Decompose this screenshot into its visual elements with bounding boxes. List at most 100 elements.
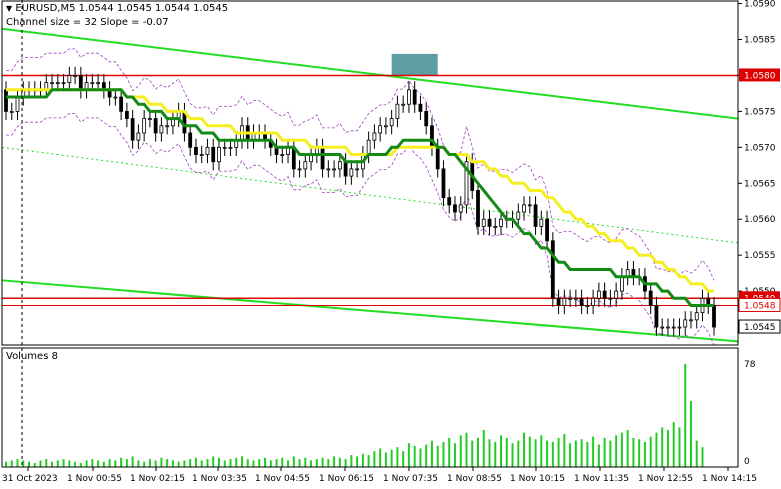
candle [73,66,77,85]
candle [499,210,503,236]
candle-body [228,146,233,149]
candle [568,289,572,307]
candle-body [303,161,308,170]
candle [153,109,158,142]
candle [660,318,665,336]
candle-body [280,154,285,156]
candle-body [395,103,400,119]
candle-body [337,161,342,170]
candle-body [476,190,480,227]
candle [326,160,331,178]
candle [303,153,308,178]
candle [349,160,354,185]
candle [211,138,216,171]
candle [205,138,210,164]
price-tick-label: 1.0570 [744,143,776,153]
candle [395,95,400,128]
time-tick-label: 1 Nov 11:35 [574,474,629,484]
candle-body [516,211,521,220]
candle [476,181,480,236]
candle-body [683,319,688,328]
candle [401,95,406,113]
candle-body [96,82,100,85]
candle [602,282,607,307]
candle [666,318,670,336]
candle-body [165,125,170,128]
candle-body [671,326,676,329]
price-label-text: 1.0580 [744,71,776,81]
candle [683,311,688,336]
candle-body [78,75,83,91]
candle-body [579,297,584,306]
candle-body [297,168,302,171]
candle-body [447,197,452,206]
candle [458,196,463,221]
price-tick-label: 1.0575 [744,107,776,117]
candle-body [677,326,682,329]
candle-body [320,146,325,170]
candle-body [407,89,411,105]
candle-body [401,103,406,106]
candle-body [487,218,492,227]
candle-body [660,326,665,329]
candle-body [712,305,716,328]
candle-body [384,125,388,128]
candle-body [326,168,331,171]
channel-mid-line [1,146,739,244]
price-label-1.0580: 1.0580 [739,68,780,82]
collapse-triangle-icon[interactable]: ▼ [6,4,13,13]
candle-body [573,297,578,300]
candle-body [15,96,20,112]
candle-body [458,204,463,213]
candle [527,196,532,214]
price-label-bg [738,319,781,334]
price-label-text: 1.0548 [744,301,776,311]
candle [556,289,561,315]
candle [608,289,613,307]
candle-body [545,218,549,242]
candle-body [113,96,118,99]
time-tick-label: 1 Nov 04:55 [255,474,310,484]
candle-body [591,297,596,306]
candle [199,145,204,164]
candle-body [61,82,66,85]
candle-body [424,111,429,127]
time-tick-label: 1 Nov 00:55 [67,474,122,484]
candle-body [199,154,204,156]
time-tick-label: 1 Nov 12:55 [638,474,693,484]
candle-body [130,118,135,141]
price-frame [1,0,739,346]
candle [545,210,549,250]
candle [124,102,129,128]
candle-body [90,82,95,85]
candle-body [585,305,590,307]
candle-body [562,297,567,306]
volume-pane [5,364,704,467]
price-tick-label: 1.0585 [744,36,776,46]
candle-body [481,218,486,227]
candle-body [666,326,670,329]
candle [648,282,653,315]
candle-body [430,125,434,148]
volume-axis-top: 78 [744,360,756,370]
candle [217,138,221,171]
candle [516,203,521,228]
price-tick-label: 1.0555 [744,251,776,261]
candle-body [435,146,440,170]
candle [550,232,555,307]
candle-body [614,290,619,299]
candle-body [188,132,193,148]
candle [493,217,498,236]
candle [453,196,457,221]
candle-body [67,75,72,84]
candle-body [159,125,164,134]
resistance-zone [391,53,438,76]
time-tick-label: 1 Nov 03:35 [192,474,247,484]
symbol-header: ▼ EURUSD,M5 1.0544 1.0545 1.0544 1.0545 [6,3,228,14]
candle [694,304,699,329]
candle [412,81,417,113]
price-pane [1,27,739,346]
price-tick-label: 1.0560 [744,215,776,225]
